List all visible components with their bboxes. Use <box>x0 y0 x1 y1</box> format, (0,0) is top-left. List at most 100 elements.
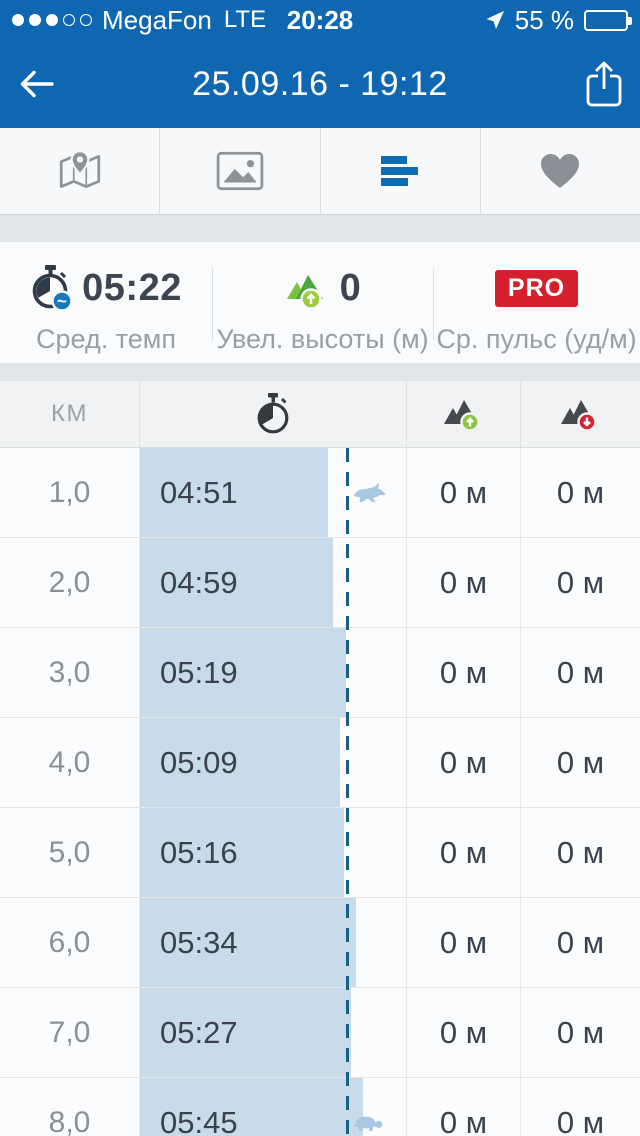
split-pace-value: 04:51 <box>160 474 238 510</box>
elevation-gain-value: 0 <box>339 266 362 309</box>
tab-splits[interactable] <box>319 128 480 214</box>
share-button[interactable] <box>584 40 624 128</box>
split-elevation-loss: 0 м <box>520 718 640 807</box>
split-elevation-loss: 0 м <box>520 448 640 537</box>
elevation-gain-label: Увел. высоты (м) <box>216 324 429 354</box>
svg-text:~: ~ <box>57 292 67 311</box>
nav-bar: 25.09.16 - 19:12 <box>0 40 640 128</box>
split-pace-cell: 05:27 <box>139 988 406 1077</box>
marker-rabbit-icon <box>352 481 386 504</box>
split-pace-value: 05:16 <box>160 834 238 870</box>
split-pace-value: 05:19 <box>160 654 238 690</box>
split-pace-value: 05:34 <box>160 924 238 960</box>
location-arrow-icon <box>486 11 504 29</box>
split-pace-cell: 05:34 <box>139 898 406 987</box>
carrier-group: MegaFon LTE <box>12 5 266 36</box>
split-elevation-gain: 0 м <box>406 898 520 987</box>
split-pace-cell: 04:51 <box>139 448 406 537</box>
section-divider <box>0 215 640 242</box>
split-pace-cell: 04:59 <box>139 538 406 627</box>
battery-icon <box>584 9 632 31</box>
pace-bar <box>140 718 340 807</box>
column-header-pace <box>139 381 406 447</box>
split-km-value: 8,0 <box>48 1105 91 1136</box>
stat-heart-rate: PRO Ср. пульс (уд/м) <box>433 242 640 363</box>
elevation-gain-icon <box>286 275 323 309</box>
split-elevation-gain: 0 м <box>406 448 520 537</box>
back-button[interactable] <box>18 40 54 128</box>
split-km-value: 6,0 <box>48 925 91 959</box>
status-bar: MegaFon LTE 20:28 55 % <box>0 0 640 40</box>
split-elevation-loss: 0 м <box>520 988 640 1077</box>
photo-icon <box>216 151 264 191</box>
pace-bar <box>140 898 356 987</box>
split-elevation-gain: 0 м <box>406 538 520 627</box>
split-elevation-gain: 0 м <box>406 718 520 807</box>
split-km-value: 4,0 <box>48 745 91 779</box>
splits-bars-icon <box>381 156 419 186</box>
stats-divider <box>212 268 213 340</box>
column-header-elevation-loss <box>520 381 640 447</box>
carrier-name: MegaFon <box>102 4 212 35</box>
rabbit-icon <box>353 482 386 502</box>
pace-stopwatch-icon: ~ <box>32 265 73 311</box>
stats-divider <box>433 268 434 340</box>
split-km-value: 5,0 <box>48 835 91 869</box>
split-elevation-loss: 0 м <box>520 1078 640 1136</box>
heart-icon <box>541 154 580 188</box>
status-time: 20:28 <box>286 4 354 35</box>
tab-favorite[interactable] <box>479 128 640 214</box>
tab-bar <box>0 128 640 215</box>
tab-photos[interactable] <box>159 128 319 214</box>
split-elevation-loss: 0 м <box>520 538 640 627</box>
pace-bar <box>140 808 344 897</box>
split-elevation-gain: 0 м <box>406 808 520 897</box>
split-km-value: 7,0 <box>48 1015 91 1049</box>
tab-map[interactable] <box>0 128 159 214</box>
split-elevation-gain: 0 м <box>406 988 520 1077</box>
split-pace-cell: 05:16 <box>139 808 406 897</box>
split-pace-cell: 05:45 <box>139 1078 406 1136</box>
elevation-gain-column-icon <box>443 400 480 432</box>
pace-bar <box>140 538 333 627</box>
split-elevation-gain: 0 м <box>406 628 520 717</box>
battery-percent: 55 % <box>514 4 574 35</box>
split-elevation-gain: 0 м <box>406 1078 520 1136</box>
splits-table-header: КМ <box>0 381 640 448</box>
heart-rate-label: Ср. пульс (уд/м) <box>436 324 637 354</box>
pace-bar <box>140 628 346 717</box>
network-type: LTE <box>223 6 267 33</box>
stopwatch-icon <box>257 393 289 434</box>
split-elevation-loss: 0 м <box>520 628 640 717</box>
split-km-value: 3,0 <box>48 655 91 689</box>
section-divider <box>0 363 640 381</box>
average-pace-label: Сред. темп <box>36 324 176 354</box>
split-pace-value: 05:27 <box>160 1014 238 1050</box>
back-arrow-icon <box>20 70 54 98</box>
pace-bar <box>140 988 351 1077</box>
elevation-loss-column-icon <box>560 400 597 432</box>
column-header-elevation-gain <box>406 381 520 447</box>
pace-bar <box>140 1078 363 1136</box>
pace-bar <box>140 448 328 537</box>
battery-group: 55 % <box>485 4 632 36</box>
signal-strength-icon <box>12 14 92 26</box>
pro-badge[interactable]: PRO <box>494 269 579 307</box>
split-km-value: 2,0 <box>48 565 91 599</box>
stat-average-pace: ~ 05:22 Сред. темп <box>0 242 212 363</box>
split-km-value: 1,0 <box>48 475 91 509</box>
turtle-icon <box>353 1116 383 1132</box>
stats-summary: ~ 05:22 Сред. темп 0 Увел. высоты (м) PR… <box>0 242 640 363</box>
average-pace-line <box>346 448 349 1136</box>
split-pace-value: 04:59 <box>160 564 238 600</box>
